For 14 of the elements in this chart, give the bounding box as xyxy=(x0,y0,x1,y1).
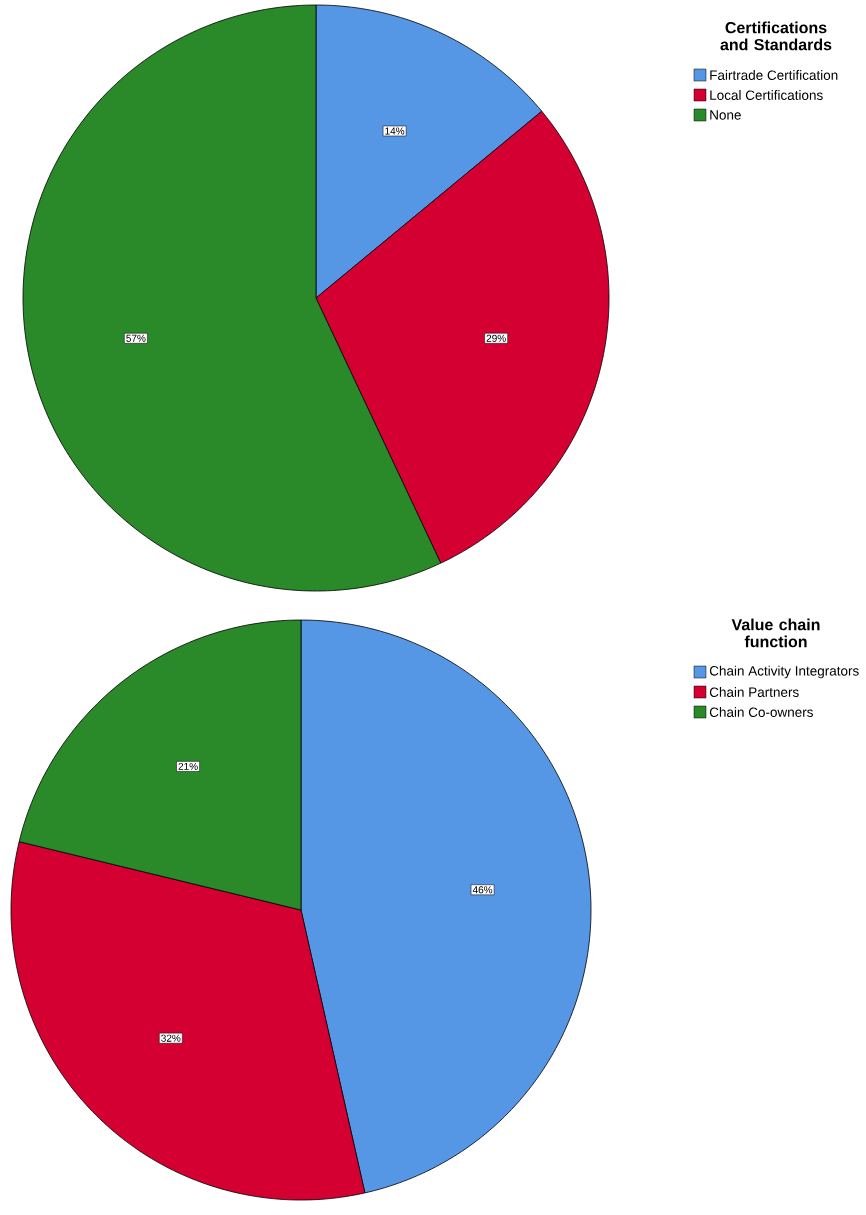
legend-label: Fairtrade Certification xyxy=(710,70,838,80)
data-label: 29% xyxy=(486,334,506,342)
legend-title: Value chain function xyxy=(731,618,820,648)
data-label: 21% xyxy=(178,762,198,770)
data-label: 57% xyxy=(126,334,146,342)
legend-title: Certifications and Standards xyxy=(720,21,832,51)
legend-label: Chain Co-owners xyxy=(709,707,813,717)
legend-label: Local Certifications xyxy=(710,90,823,100)
legend-label: None xyxy=(710,110,741,120)
data-label: 32% xyxy=(161,1034,181,1042)
legend-label: Chain Activity Integrators xyxy=(709,665,859,679)
legend-label: Chain Partners xyxy=(709,687,799,697)
data-label: 46% xyxy=(472,886,493,894)
data-label: 14% xyxy=(385,127,405,135)
